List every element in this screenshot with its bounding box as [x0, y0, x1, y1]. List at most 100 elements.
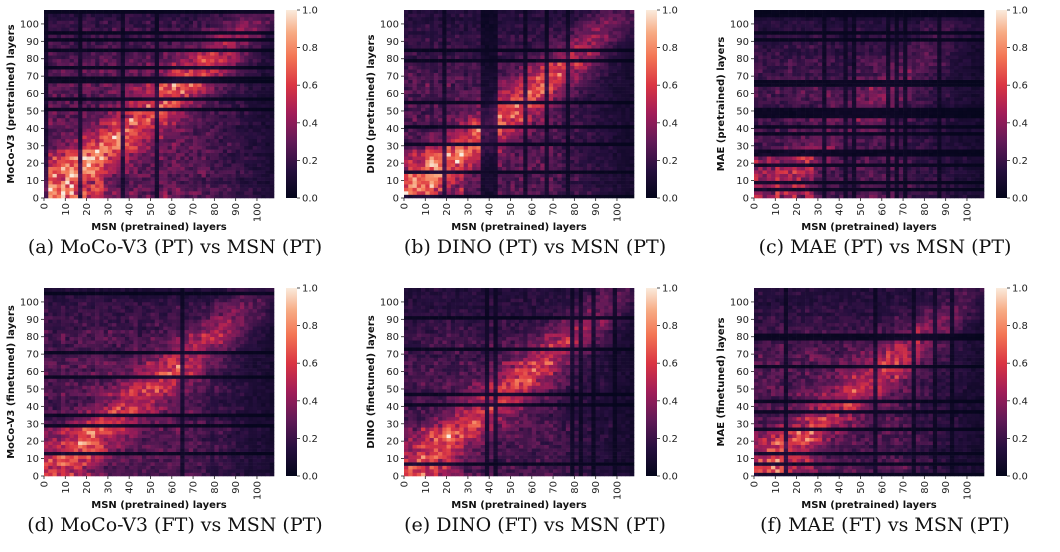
- heatmap-cell: [510, 170, 515, 174]
- heatmap-cell: [78, 45, 83, 49]
- heatmap-cell: [240, 149, 245, 153]
- heatmap-cell: [125, 188, 130, 192]
- heatmap-cell: [464, 125, 469, 129]
- heatmap-cell: [579, 153, 584, 157]
- heatmap-cell: [65, 52, 70, 56]
- heatmap-cell: [78, 10, 83, 14]
- heatmap-cell: [129, 24, 134, 28]
- heatmap-cell: [163, 94, 168, 98]
- heatmap-cell: [99, 121, 104, 125]
- heatmap-cell: [261, 174, 266, 178]
- heatmap-cell: [91, 191, 96, 195]
- heatmap-cell: [481, 146, 486, 150]
- heatmap-cell: [61, 114, 66, 118]
- heatmap-cell: [451, 128, 456, 132]
- heatmap-cell: [53, 114, 58, 118]
- heatmap-cell: [176, 139, 181, 143]
- heatmap-cell: [545, 146, 550, 150]
- heatmap-cell: [502, 104, 507, 108]
- heatmap-cell: [133, 114, 138, 118]
- heatmap-cell: [48, 153, 53, 157]
- heatmap-cell: [176, 24, 181, 28]
- heatmap-cell: [485, 167, 490, 171]
- heatmap-cell: [630, 111, 635, 115]
- heatmap-cell: [464, 90, 469, 94]
- heatmap-cell: [70, 10, 75, 14]
- heatmap-cell: [189, 132, 194, 136]
- heatmap-cell: [261, 13, 266, 17]
- heatmap-cell: [193, 24, 198, 28]
- heatmap-cell: [485, 149, 490, 153]
- heatmap-cell: [430, 101, 435, 105]
- y-axis-label: MoCo-V3 (pretrained) layers: [6, 24, 17, 183]
- heatmap-cell: [549, 191, 554, 195]
- heatmap-cell: [545, 101, 550, 105]
- heatmap-cell: [481, 181, 486, 185]
- heatmap-cell: [270, 184, 275, 188]
- heatmap-cell: [82, 48, 87, 52]
- heatmap-cell: [244, 94, 249, 98]
- heatmap-cell: [502, 83, 507, 87]
- heatmap-cell: [87, 90, 92, 94]
- heatmap-cell: [604, 76, 609, 80]
- heatmap-cell: [219, 55, 224, 59]
- heatmap-cell: [65, 80, 70, 84]
- heatmap-cell: [421, 170, 426, 174]
- heatmap-cell: [421, 97, 426, 101]
- heatmap-cell: [104, 52, 109, 56]
- heatmap-cell: [53, 76, 58, 80]
- heatmap-cell: [78, 163, 83, 167]
- heatmap-cell: [78, 174, 83, 178]
- heatmap-cell: [257, 31, 262, 35]
- heatmap-cell: [197, 24, 202, 28]
- heatmap-cell: [48, 55, 53, 59]
- heatmap-cell: [155, 167, 160, 171]
- heatmap-cell: [112, 13, 117, 17]
- heatmap-cell: [129, 167, 134, 171]
- heatmap-cell: [549, 107, 554, 111]
- heatmap-cell: [464, 135, 469, 139]
- heatmap-cell: [625, 146, 630, 150]
- heatmap-cell: [112, 153, 117, 157]
- heatmap-cell: [613, 73, 618, 77]
- heatmap-cell: [150, 10, 155, 14]
- heatmap-cell: [82, 97, 87, 101]
- heatmap-cell: [613, 83, 618, 87]
- heatmap-cell: [133, 149, 138, 153]
- heatmap-cell: [566, 107, 571, 111]
- heatmap-cell: [223, 156, 228, 160]
- heatmap-cell: [591, 135, 596, 139]
- heatmap-cell: [159, 101, 164, 105]
- heatmap-cell: [91, 121, 96, 125]
- heatmap-cell: [104, 118, 109, 122]
- heatmap-cell: [438, 73, 443, 77]
- heatmap-cell: [210, 167, 215, 171]
- heatmap-cell: [557, 195, 562, 199]
- heatmap-cell: [168, 90, 173, 94]
- heatmap-cell: [44, 17, 49, 21]
- heatmap-cell: [206, 13, 211, 17]
- heatmap-cell: [168, 125, 173, 129]
- heatmap-cell: [438, 97, 443, 101]
- heatmap-cell: [223, 24, 228, 28]
- heatmap-cell: [621, 184, 626, 188]
- heatmap-cell: [532, 139, 537, 143]
- heatmap-cell: [557, 177, 562, 181]
- heatmap-cell: [476, 118, 481, 122]
- heatmap-cell: [53, 139, 58, 143]
- heatmap-cell: [44, 101, 49, 105]
- heatmap-cell: [112, 149, 117, 153]
- heatmap-cell: [261, 170, 266, 174]
- heatmap-cell: [231, 188, 236, 192]
- heatmap-cell: [485, 188, 490, 192]
- heatmap-cell: [227, 73, 232, 77]
- heatmap-cell: [193, 188, 198, 192]
- heatmap-cell: [163, 17, 168, 21]
- heatmap-cell: [142, 20, 147, 24]
- heatmap-cell: [553, 107, 558, 111]
- heatmap-cell: [421, 66, 426, 70]
- heatmap-cell: [44, 184, 49, 188]
- heatmap-cell: [248, 59, 253, 63]
- heatmap-cell: [219, 101, 224, 105]
- heatmap-cell: [231, 104, 236, 108]
